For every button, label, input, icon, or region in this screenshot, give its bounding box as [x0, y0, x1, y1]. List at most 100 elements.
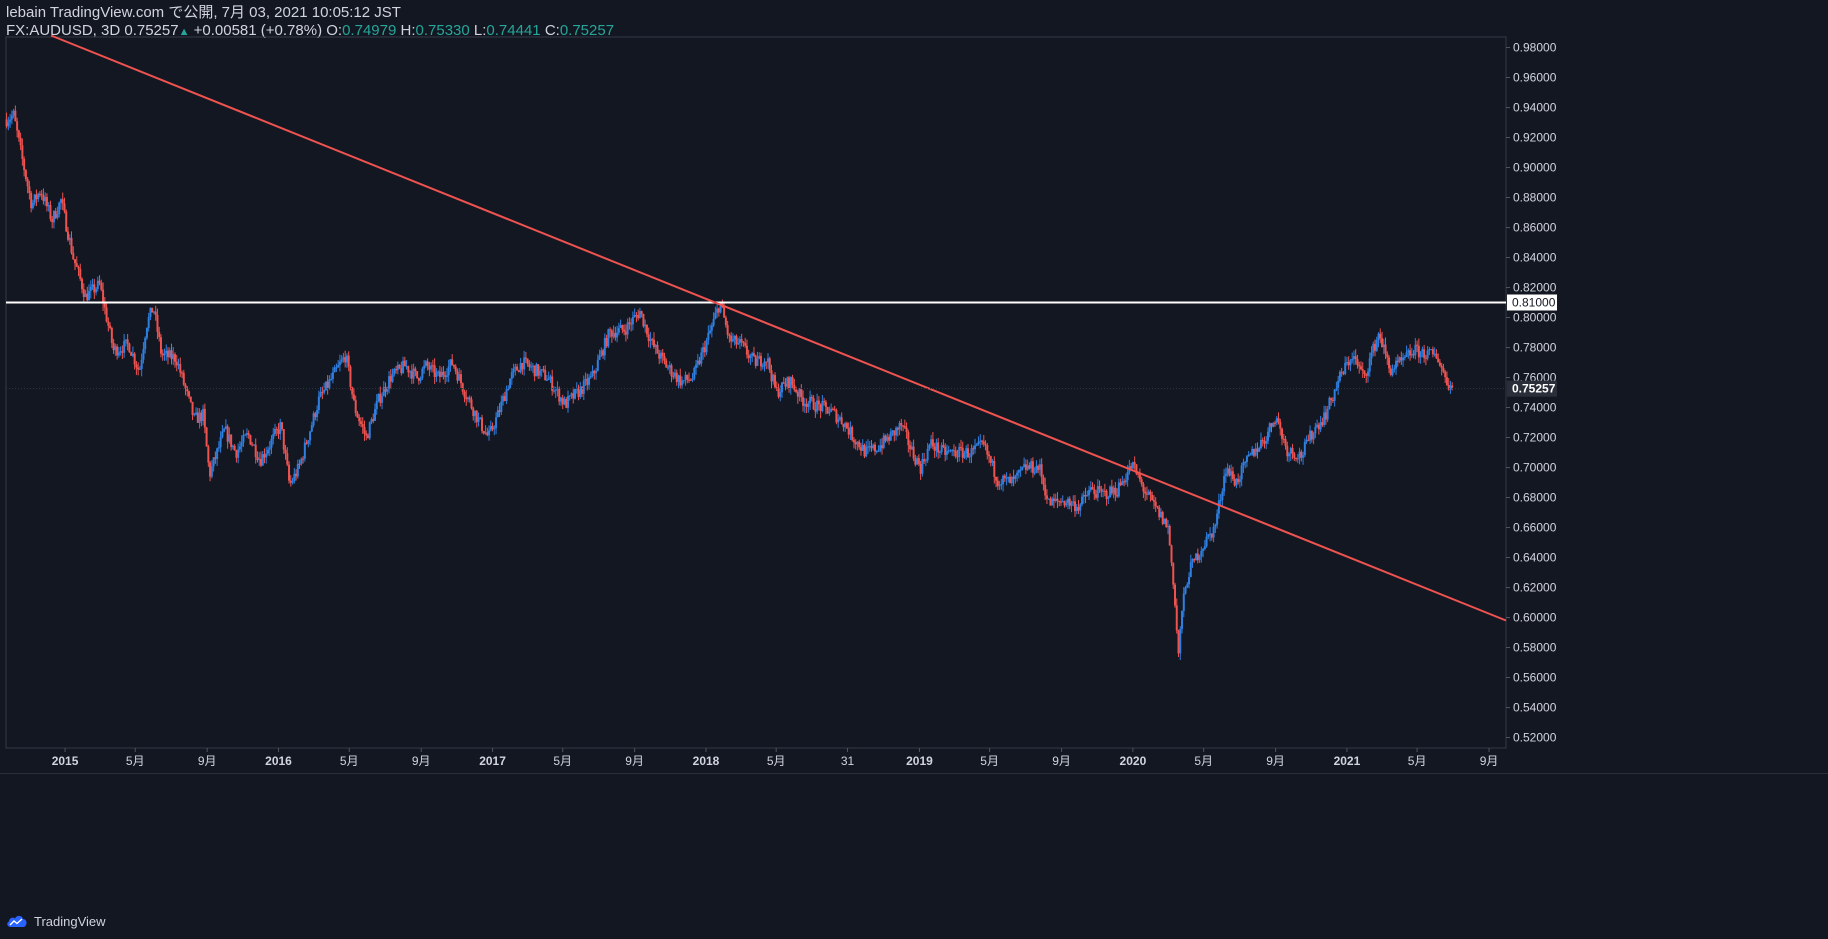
candle-body [831, 408, 834, 410]
candle [986, 442, 989, 460]
candle [789, 376, 792, 395]
candle [182, 369, 185, 387]
candle [66, 226, 69, 242]
candle-body [1109, 486, 1112, 498]
candle [1444, 369, 1447, 383]
candle [486, 427, 489, 437]
candle-body [210, 466, 213, 477]
candle [947, 445, 950, 454]
candle [709, 324, 712, 335]
candle [223, 427, 226, 433]
candle-body [1417, 345, 1420, 358]
candle [207, 444, 210, 467]
candle-body [445, 375, 448, 377]
candle [181, 370, 184, 378]
candle-body [1103, 490, 1106, 492]
candle-body [1279, 421, 1282, 429]
candle [158, 326, 161, 342]
descending-trendline[interactable] [50, 34, 1507, 622]
candle [1381, 331, 1384, 348]
candle-body [537, 364, 540, 376]
candle [140, 353, 143, 377]
candle-body [130, 352, 133, 356]
high-value: 0.75330 [415, 22, 470, 39]
candle [1189, 554, 1192, 578]
candle-body [79, 268, 82, 279]
candle [659, 349, 662, 363]
candle [916, 456, 919, 465]
candle [637, 309, 640, 321]
candle-body [58, 202, 61, 214]
candle [40, 189, 43, 200]
candle [744, 337, 747, 348]
candle-body [1268, 423, 1271, 432]
candle-body [296, 463, 299, 477]
candle-body [1321, 422, 1324, 426]
candle-body [156, 314, 159, 332]
candle-body [114, 346, 117, 351]
time-axis[interactable]: 2015 5月 9月 2016 5月 9月 2017 5月 9月 2018 5月 31 2019 5月 9月… [52, 748, 1499, 768]
candle-body [554, 389, 557, 391]
candle-body [347, 355, 350, 367]
candle-body [1203, 546, 1206, 549]
candle-body [886, 436, 889, 441]
candle [682, 380, 685, 384]
candle-body [1342, 372, 1345, 374]
candle [1226, 463, 1229, 477]
candle [602, 348, 605, 359]
candle-body [675, 372, 678, 382]
candle [514, 363, 517, 376]
candle [1426, 346, 1429, 361]
candle [626, 318, 629, 340]
candle-body [709, 330, 712, 333]
candle-body [919, 463, 922, 474]
candle-body [172, 354, 175, 360]
candle-body [995, 476, 998, 481]
candle [59, 198, 62, 210]
candle [1112, 485, 1115, 499]
candle [9, 113, 12, 128]
candle-body [1030, 461, 1033, 469]
candle-body [328, 379, 331, 388]
candle-body [426, 361, 429, 367]
open-value: 0.74979 [342, 22, 397, 39]
candle [1237, 473, 1240, 485]
candle [475, 409, 478, 428]
candle [326, 375, 329, 395]
candle [786, 376, 789, 390]
candle [768, 356, 771, 373]
candle [347, 351, 350, 372]
candle [1054, 493, 1057, 503]
drawings-layer[interactable] [6, 34, 1507, 622]
candle [635, 311, 638, 323]
candle-body [400, 367, 403, 373]
candle-body [582, 380, 585, 394]
candle-body [305, 442, 308, 444]
candle-body [1159, 511, 1162, 518]
candle [945, 444, 948, 460]
candle [1002, 474, 1005, 492]
price-axis[interactable]: 0.980000.960000.940000.920000.900000.880… [1506, 41, 1557, 745]
candle-body [817, 400, 820, 405]
candle [1321, 417, 1324, 427]
candle-body [365, 433, 368, 436]
candle-body [502, 396, 505, 402]
candle [1324, 405, 1327, 425]
candle-body [231, 445, 234, 448]
candle-body [930, 439, 933, 445]
candle-body [937, 442, 940, 453]
price-tick-label: 0.84000 [1513, 251, 1557, 265]
candle-body [966, 448, 969, 458]
candle-body [916, 458, 919, 465]
candle-body [574, 388, 577, 399]
candle [1063, 500, 1066, 508]
candle-body [875, 450, 878, 452]
candle [138, 365, 141, 371]
candle-body [626, 322, 629, 335]
price-tick-label: 0.74000 [1513, 401, 1557, 415]
candle-body [542, 369, 545, 371]
candle-body [1219, 499, 1222, 501]
candle-body [1375, 339, 1378, 351]
candle-body [588, 377, 591, 385]
